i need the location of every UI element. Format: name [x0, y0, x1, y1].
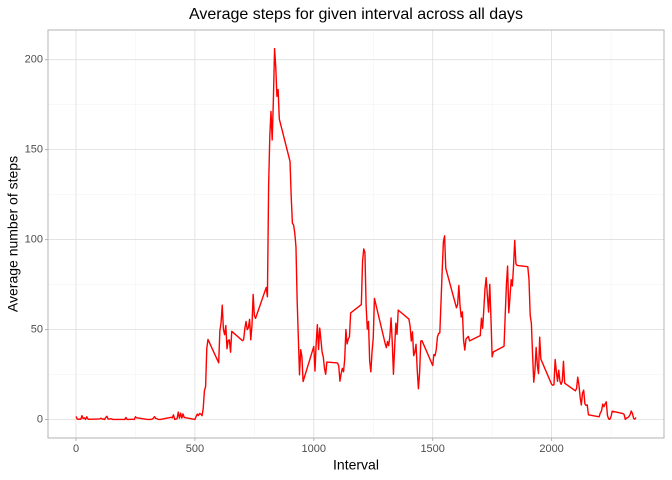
- x-tick-label: 0: [73, 443, 79, 455]
- x-tick-label: 2000: [539, 443, 563, 455]
- chart-title: Average steps for given interval across …: [189, 6, 523, 23]
- y-tick-label: 50: [31, 323, 43, 335]
- panel-border: [47, 29, 665, 439]
- x-axis-title: Interval: [333, 457, 379, 473]
- data-line: [75, 47, 637, 421]
- x-tick-label: 1000: [302, 443, 326, 455]
- x-tick-label: 1500: [420, 443, 444, 455]
- y-tick-label: 200: [25, 54, 43, 66]
- y-axis-title: Average number of steps: [5, 156, 21, 312]
- x-tick-label: 500: [186, 443, 204, 455]
- y-tick-label: 100: [25, 233, 43, 245]
- y-tick-label: 150: [25, 144, 43, 156]
- y-tick-label: 0: [37, 413, 43, 425]
